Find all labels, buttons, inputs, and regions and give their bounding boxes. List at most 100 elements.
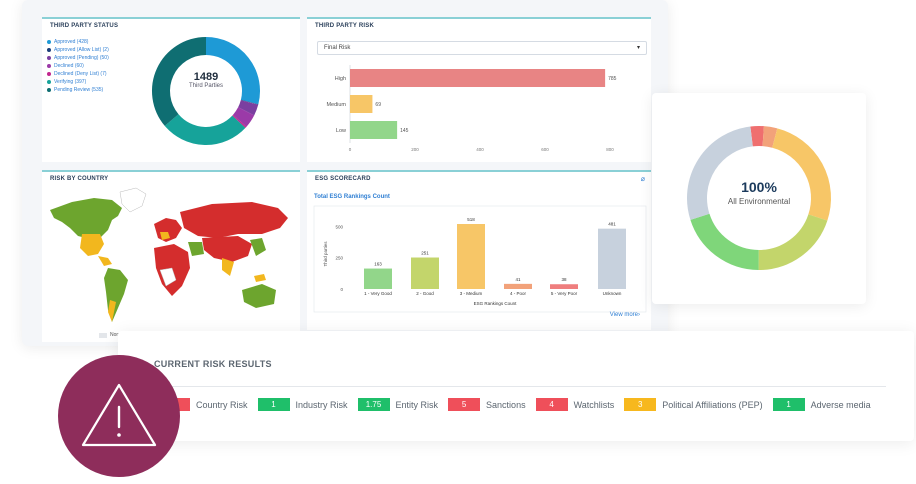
environmental-donut-slice[interactable] xyxy=(758,213,828,270)
status-legend: Approved (428) Approved (Allow List) (2) A… xyxy=(47,38,109,94)
category-label: 1 - Very Good xyxy=(364,291,392,296)
legend-item[interactable]: Pending Review (535) xyxy=(47,86,109,94)
legend-dot xyxy=(47,80,51,84)
risk-result-label: Sanctions xyxy=(486,399,526,410)
x-axis-label: ESG Rankings Count xyxy=(474,301,518,306)
legend-label: Approved (428) xyxy=(54,39,89,45)
tick-label: 600 xyxy=(541,147,549,152)
environmental-center: 100% All Environmental xyxy=(652,179,866,206)
category-label: Low xyxy=(336,128,346,134)
risk-result-item[interactable]: 3 Political Affiliations (PEP) xyxy=(624,398,763,411)
risk-bar[interactable] xyxy=(350,121,398,139)
donut-total: 1489 xyxy=(193,71,219,83)
divider xyxy=(154,386,886,387)
esg-bar[interactable] xyxy=(364,268,392,289)
risk-result-item[interactable]: 1.75 Entity Risk xyxy=(357,398,439,411)
legend-label: Approved (Allow List) (2) xyxy=(54,47,109,53)
value-label: 145 xyxy=(400,128,409,134)
esg-bar[interactable] xyxy=(504,283,532,289)
panel-title: THIRD PARTY STATUS xyxy=(50,23,119,29)
risk-result-label: Country Risk xyxy=(196,399,248,410)
environmental-donut-slice[interactable] xyxy=(687,126,754,220)
risk-results-row: Country Risk 1 Industry Risk 1.75 Entity Ris… xyxy=(158,398,881,411)
legend-item[interactable]: Declined (60) xyxy=(47,62,109,70)
category-label: 3 - Medium xyxy=(460,291,483,296)
risk-bar-chart: High 785 Medium 69 Low 145 0 200 400 600 800 xyxy=(326,65,617,152)
y-axis-label: Third parties xyxy=(323,241,328,267)
warning-triangle-icon xyxy=(81,383,157,447)
risk-results-title: CURRENT RISK RESULTS xyxy=(154,359,272,369)
category-label: 2 - Good xyxy=(416,291,434,296)
legend-label: Declined (60) xyxy=(54,63,84,69)
risk-bar[interactable] xyxy=(350,69,606,87)
map-region-india xyxy=(222,258,234,276)
map-legend-label: None xyxy=(110,332,122,338)
esg-bar[interactable] xyxy=(550,284,578,289)
map-region-greenland xyxy=(119,187,147,213)
legend-label: Declined (Deny List) (7) xyxy=(54,71,107,77)
map-region-central-europe xyxy=(160,232,170,240)
esg-bar[interactable] xyxy=(411,257,439,289)
status-donut-slice[interactable] xyxy=(238,99,259,116)
value-label: 41 xyxy=(515,277,521,282)
category-label: 5 - Very Poor xyxy=(551,291,578,296)
esg-bar[interactable] xyxy=(598,228,626,289)
map-region-north-america xyxy=(50,198,122,242)
risk-result-label: Adverse media xyxy=(810,399,871,410)
environmental-donut-slice[interactable] xyxy=(771,128,831,221)
value-label: 251 xyxy=(421,251,429,256)
chevron-down-icon: ▾ xyxy=(636,45,640,51)
legend-item[interactable]: Declined (Deny List) (7) xyxy=(47,70,109,78)
risk-result-item[interactable]: 4 Watchlists xyxy=(535,398,614,411)
map-region-australia xyxy=(242,284,276,308)
category-label: 4 - Poor xyxy=(510,291,527,296)
map-region-middle-east xyxy=(188,242,204,256)
risk-bar[interactable] xyxy=(350,95,373,113)
risk-by-country-panel: RISK BY COUNTRY None xyxy=(42,170,300,342)
tag-icon[interactable]: ⌀ xyxy=(640,176,645,183)
tick-label: 250 xyxy=(335,256,343,261)
risk-result-item[interactable]: 1 Industry Risk xyxy=(257,398,348,411)
map-legend: None xyxy=(99,332,122,338)
legend-item[interactable]: Approved (Pending) (50) xyxy=(47,54,109,62)
esg-scorecard-panel: ESG SCORECARD ⌀ Total ESG Rankings Count… xyxy=(307,170,651,330)
legend-label: Approved (Pending) (50) xyxy=(54,55,109,61)
panel-title: THIRD PARTY RISK xyxy=(315,23,374,29)
status-donut-slice[interactable] xyxy=(232,114,247,128)
category-label: Unknown xyxy=(603,291,622,296)
esg-bar-chart: 0 250 500 Third parties 163 1 - Very Good 251 2… xyxy=(313,205,647,313)
donut-caption: Third Parties xyxy=(188,83,223,89)
map-region-russia xyxy=(180,202,288,238)
map-region-south-america xyxy=(104,268,128,322)
legend-label: Pending Review (535) xyxy=(54,87,104,93)
legend-item[interactable]: Approved (Allow List) (2) xyxy=(47,46,109,54)
legend-item[interactable]: Approved (428) xyxy=(47,38,109,46)
status-donut-slice[interactable] xyxy=(164,113,246,145)
risk-type-select[interactable]: Final Risk ▾ xyxy=(317,41,647,55)
status-donut-slice[interactable] xyxy=(205,37,260,105)
legend-item[interactable]: Verifying (397) xyxy=(47,78,109,86)
warning-badge xyxy=(58,355,180,477)
status-donut-slice[interactable] xyxy=(152,37,207,126)
esg-bar[interactable] xyxy=(457,224,485,289)
risk-score-badge: 1 xyxy=(257,398,290,411)
third-party-status-panel: THIRD PARTY STATUS Approved (428) Approve… xyxy=(42,17,300,162)
tick-label: 500 xyxy=(335,224,343,229)
risk-result-item[interactable]: 1 Adverse media xyxy=(772,398,871,411)
environmental-donut-slice[interactable] xyxy=(762,126,778,148)
risk-result-label: Entity Risk xyxy=(395,399,439,410)
tick-label: 0 xyxy=(340,287,343,292)
risk-score-badge: 1.75 xyxy=(357,398,390,411)
panel-title: ESG SCORECARD xyxy=(315,176,371,182)
environmental-donut xyxy=(687,126,831,270)
environmental-donut-slice[interactable] xyxy=(690,213,760,270)
map-legend-swatch xyxy=(99,332,107,338)
tick-label: 200 xyxy=(411,147,419,152)
value-label: 163 xyxy=(374,262,382,267)
view-more-link[interactable]: View more› xyxy=(609,312,640,318)
value-label: 518 xyxy=(467,217,475,222)
status-donut-slice[interactable] xyxy=(232,107,255,127)
value-label: 69 xyxy=(375,102,381,108)
risk-result-item[interactable]: 5 Sanctions xyxy=(448,398,526,411)
map-region-asia xyxy=(202,236,252,262)
